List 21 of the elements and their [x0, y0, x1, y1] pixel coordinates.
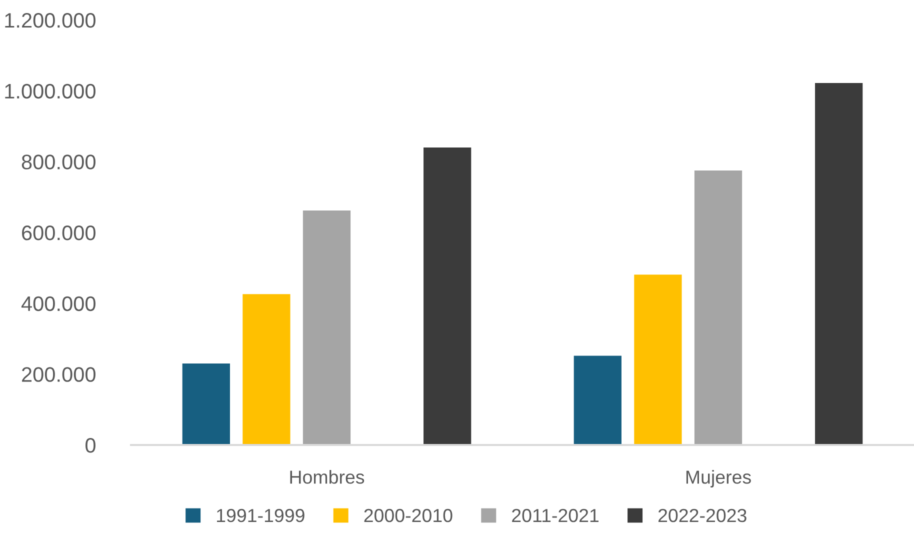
- y-tick-label: 0: [86, 438, 96, 453]
- bar: [424, 148, 472, 445]
- bar: [634, 274, 682, 445]
- bar: [574, 356, 622, 445]
- legend-label: 2000-2010: [364, 508, 452, 522]
- y-tick-label: 400.000: [21, 296, 96, 312]
- legend-label: 2022-2023: [658, 508, 746, 522]
- y-tick-label: 600.000: [22, 226, 96, 240]
- legend-label: 1991-1999: [217, 508, 304, 522]
- x-tick-label: Hombres: [290, 470, 364, 484]
- bar: [694, 170, 742, 445]
- bar: [242, 294, 290, 445]
- y-tick-label: 1.200.000: [5, 13, 96, 28]
- legend-label: 2011-2021: [512, 508, 599, 522]
- y-tick-label: 1.000.000: [5, 84, 96, 99]
- bar: [815, 83, 863, 445]
- bar: [302, 210, 351, 445]
- y-tick-label: 800.000: [22, 154, 96, 170]
- bar: [182, 364, 230, 445]
- y-tick-label: 200.000: [22, 367, 96, 382]
- x-tick-label: Mujeres: [686, 470, 751, 488]
